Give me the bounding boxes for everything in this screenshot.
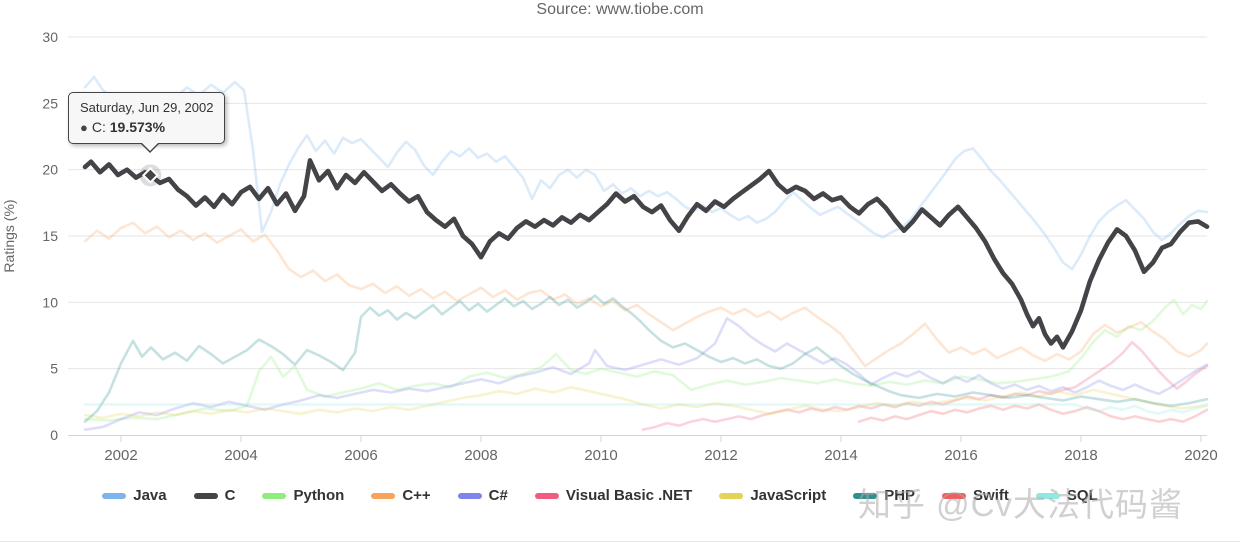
y-axis-tick-label: 30: [42, 29, 58, 45]
series-line-python[interactable]: [83, 298, 1209, 422]
series-line-php[interactable]: [83, 294, 1209, 424]
legend-item-python[interactable]: Python: [262, 487, 344, 504]
legend-swatch-cpp-icon: [371, 492, 396, 499]
legend-label-php: PHP: [884, 487, 916, 504]
legend-swatch-vbnet-icon: [534, 492, 559, 499]
series-line-swift[interactable]: [857, 403, 1209, 424]
legend-item-c[interactable]: C: [193, 487, 236, 504]
legend-swatch-python-icon: [262, 492, 287, 499]
legend-item-java[interactable]: Java: [102, 487, 167, 504]
legend-label-c: C: [224, 487, 236, 504]
legend-item-csharp[interactable]: C#: [457, 487, 508, 504]
bottom-divider: [0, 541, 1240, 542]
legend-label-javascript: JavaScript: [750, 487, 827, 504]
legend-label-cpp: C++: [402, 487, 431, 504]
x-axis-tick-label: 2010: [584, 447, 617, 464]
x-axis-tick-label: 2014: [824, 447, 857, 464]
x-axis-tick-label: 2002: [104, 447, 137, 464]
x-axis-tick-label: 2008: [464, 447, 497, 464]
y-axis-tick-label: 15: [42, 228, 58, 244]
x-axis-tick-label: 2018: [1064, 447, 1097, 464]
legend-item-cpp[interactable]: C++: [371, 487, 431, 504]
x-axis-tick-label: 2016: [944, 447, 977, 464]
series-line-sql[interactable]: [83, 403, 1209, 416]
tooltip: Saturday, Jun 29, 2002 ● C: 19.573%: [68, 92, 226, 153]
tooltip-series-label: C:: [91, 119, 106, 135]
series-line-javascript[interactable]: [83, 385, 1209, 420]
legend: Java C Python C++ C# Visual Basic .NET JavaScr…: [0, 487, 1200, 504]
x-axis-tick-label: 2004: [224, 447, 257, 464]
x-axis-tick-label: 2006: [344, 447, 377, 464]
legend-swatch-javascript-icon: [719, 492, 744, 499]
series-line-csharp[interactable]: [83, 316, 1209, 432]
series-bullet-icon: ●: [80, 120, 88, 135]
y-axis-tick-label: 20: [42, 162, 58, 178]
series-line-c[interactable]: [82, 158, 1210, 350]
tooltip-value: 19.573%: [109, 119, 166, 135]
legend-label-java: Java: [133, 487, 167, 504]
series-line-vbnet[interactable]: [641, 340, 1209, 432]
y-axis-title: Ratings (%): [1, 199, 17, 272]
legend-swatch-swift-icon: [942, 492, 967, 499]
tooltip-series-row: ● C: 19.573%: [80, 119, 213, 135]
legend-item-swift[interactable]: Swift: [942, 487, 1009, 504]
legend-label-vbnet: Visual Basic .NET: [565, 487, 693, 504]
legend-item-javascript[interactable]: JavaScript: [719, 487, 826, 504]
legend-item-vbnet[interactable]: Visual Basic .NET: [534, 487, 693, 504]
legend-swatch-csharp-icon: [457, 492, 482, 499]
y-axis-tick-label: 10: [42, 294, 58, 310]
tooltip-date: Saturday, Jun 29, 2002: [80, 100, 214, 115]
hover-marker-diamond-icon: [141, 166, 159, 184]
y-axis-tick-label: 5: [50, 361, 58, 377]
legend-swatch-sql-icon: [1035, 492, 1060, 499]
legend-item-php[interactable]: PHP: [853, 487, 915, 504]
legend-label-sql: SQL: [1066, 487, 1098, 504]
y-axis-tick-label: 0: [50, 427, 58, 443]
legend-swatch-c-icon: [193, 492, 218, 499]
chart-source-title: Source: www.tiobe.com: [536, 1, 704, 18]
x-axis-tick-label: 2012: [704, 447, 737, 464]
legend-label-python: Python: [293, 487, 345, 504]
legend-label-swift: Swift: [973, 487, 1009, 504]
legend-swatch-php-icon: [853, 492, 878, 499]
series-line-java[interactable]: [83, 75, 1209, 271]
series-line-cpp[interactable]: [83, 221, 1209, 368]
y-axis-tick-label: 25: [42, 95, 58, 111]
x-axis-tick-label: 2020: [1184, 447, 1217, 464]
legend-item-sql[interactable]: SQL: [1035, 487, 1098, 504]
legend-label-csharp: C#: [488, 487, 508, 504]
legend-swatch-java-icon: [102, 492, 127, 499]
tiobe-chart-plot: 0 5 10 15 20 25 30 2002 2004 2006 2008 2010 2012 2014…: [1, 29, 1218, 464]
